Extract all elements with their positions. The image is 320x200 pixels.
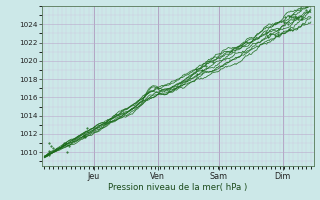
X-axis label: Pression niveau de la mer( hPa ): Pression niveau de la mer( hPa ) (108, 183, 247, 192)
